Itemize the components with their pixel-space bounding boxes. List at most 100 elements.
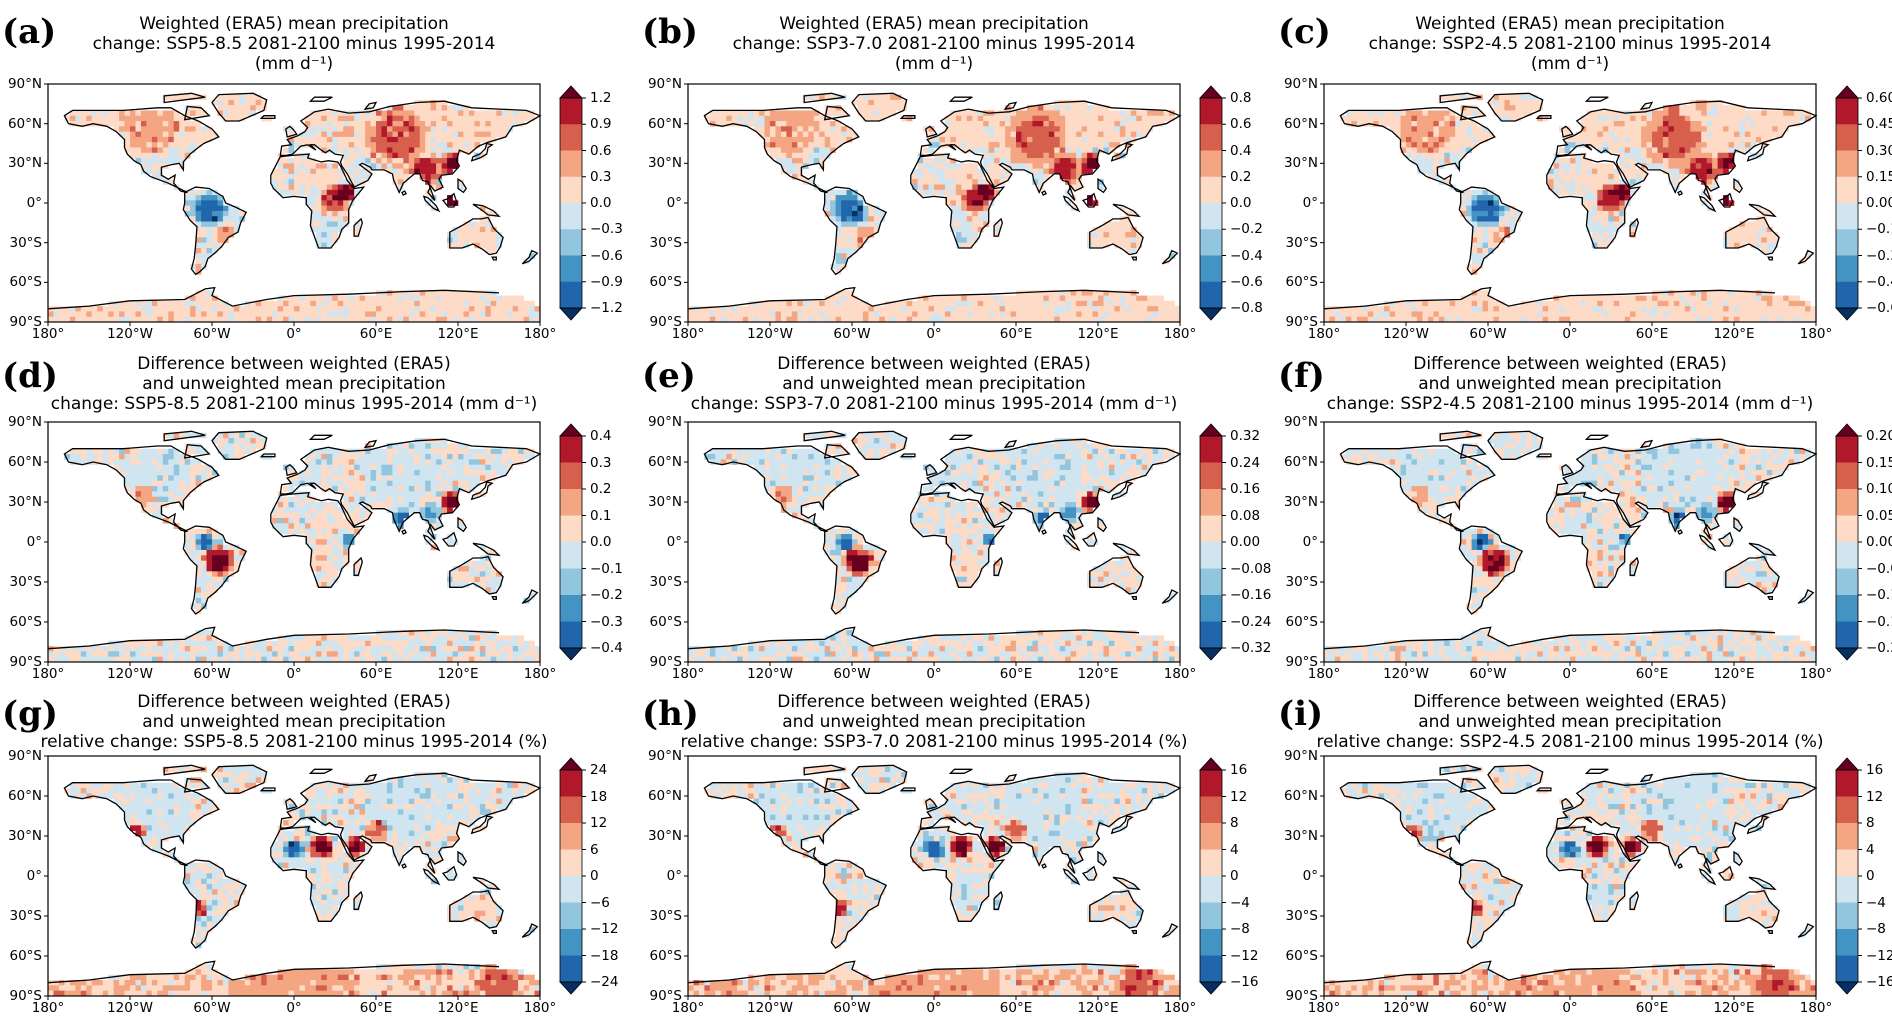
colorbar-segment xyxy=(560,203,582,230)
grid-cell xyxy=(179,459,185,465)
grid-cell xyxy=(720,115,727,122)
grid-cell xyxy=(742,311,749,318)
grid-cell xyxy=(955,110,962,117)
grid-cell xyxy=(780,152,787,159)
grid-cell xyxy=(403,105,410,111)
grid-cell xyxy=(1679,105,1686,111)
grid-cell xyxy=(1602,179,1609,185)
grid-cell xyxy=(1542,311,1549,318)
grid-cell xyxy=(1794,311,1800,318)
grid-cell xyxy=(1455,152,1461,159)
grid-cell xyxy=(485,295,492,302)
grid-cell xyxy=(173,126,180,132)
grid-cell xyxy=(928,300,935,307)
grid-cell xyxy=(1608,173,1615,180)
grid-cell xyxy=(1657,300,1664,307)
grid-cell xyxy=(425,475,431,481)
grid-cell xyxy=(1602,295,1609,302)
grid-cell xyxy=(1455,115,1461,122)
grid-cell xyxy=(1630,136,1636,143)
grid-cell xyxy=(370,300,377,307)
grid-cell xyxy=(244,438,251,444)
grid-cell xyxy=(299,316,306,323)
grid-cell xyxy=(315,179,322,185)
grid-cell xyxy=(463,147,470,154)
grid-cell xyxy=(479,115,486,122)
grid-cell xyxy=(321,316,328,323)
grid-cell xyxy=(206,253,213,259)
grid-cell xyxy=(1373,316,1379,323)
grid-cell xyxy=(862,216,869,222)
grid-cell xyxy=(119,470,125,476)
grid-cell xyxy=(1427,131,1434,138)
grid-cell xyxy=(222,105,229,111)
grid-cell xyxy=(1114,121,1121,127)
grid-cell xyxy=(1449,142,1456,148)
grid-cell xyxy=(944,316,951,323)
grid-cell xyxy=(693,306,700,312)
grid-cell xyxy=(1384,110,1390,117)
grid-cell xyxy=(1690,131,1697,138)
grid-cell xyxy=(1076,306,1082,312)
grid-cell xyxy=(1037,126,1044,132)
grid-cell xyxy=(343,311,349,318)
lon-tick-label: 0° xyxy=(926,326,942,342)
grid-cell xyxy=(179,152,185,159)
grid-cell xyxy=(1635,295,1642,302)
grid-cell xyxy=(1783,121,1789,127)
grid-cell xyxy=(1070,311,1077,318)
grid-cell xyxy=(397,115,404,122)
coastline-tasmania xyxy=(491,256,497,261)
grid-cell xyxy=(879,210,886,217)
grid-cell xyxy=(179,480,185,487)
grid-cell xyxy=(261,438,267,444)
grid-cell xyxy=(731,316,738,323)
grid-cell xyxy=(1141,110,1148,117)
grid-cell xyxy=(1005,142,1011,148)
grid-cell xyxy=(447,105,453,111)
grid-cell xyxy=(244,448,251,455)
grid-cell xyxy=(321,200,328,206)
grid-cell xyxy=(381,475,388,481)
grid-cell xyxy=(348,136,355,143)
grid-cell xyxy=(1114,131,1121,138)
grid-cell xyxy=(873,94,880,101)
grid-cell xyxy=(1433,168,1440,175)
grid-cell xyxy=(890,300,897,307)
grid-cell xyxy=(1400,142,1407,148)
grid-cell xyxy=(1378,121,1385,127)
grid-cell xyxy=(1108,316,1115,323)
grid-cell xyxy=(474,448,481,455)
grid-cell xyxy=(1728,142,1735,148)
grid-cell xyxy=(1460,152,1467,159)
grid-cell xyxy=(852,226,858,233)
grid-cell xyxy=(436,311,442,318)
grid-cell xyxy=(797,306,804,312)
grid-cell xyxy=(425,121,431,127)
grid-cell xyxy=(1810,306,1817,312)
grid-cell xyxy=(463,115,470,122)
grid-cell xyxy=(1641,136,1647,143)
grid-cell xyxy=(397,475,404,481)
grid-cell xyxy=(1433,142,1440,148)
grid-cell xyxy=(917,184,924,191)
grid-cell xyxy=(994,221,1000,228)
grid-cell xyxy=(1602,189,1609,196)
grid-cell xyxy=(1684,316,1691,323)
grid-cell xyxy=(1114,142,1121,148)
grid-cell xyxy=(1076,152,1082,159)
grid-cell xyxy=(775,152,782,159)
grid-cell xyxy=(414,105,421,111)
grid-cell xyxy=(1586,126,1593,132)
grid-cell xyxy=(1602,300,1609,307)
grid-cell xyxy=(212,295,218,302)
grid-cell xyxy=(1608,205,1615,212)
grid-cell xyxy=(206,136,213,143)
grid-cell xyxy=(1690,136,1697,143)
grid-cell xyxy=(195,200,202,206)
grid-cell xyxy=(1482,210,1489,217)
grid-cell xyxy=(468,470,475,476)
colorbar-tick-label: −0.2 xyxy=(1230,221,1263,238)
grid-cell xyxy=(283,147,289,154)
grid-cell xyxy=(1092,105,1099,111)
